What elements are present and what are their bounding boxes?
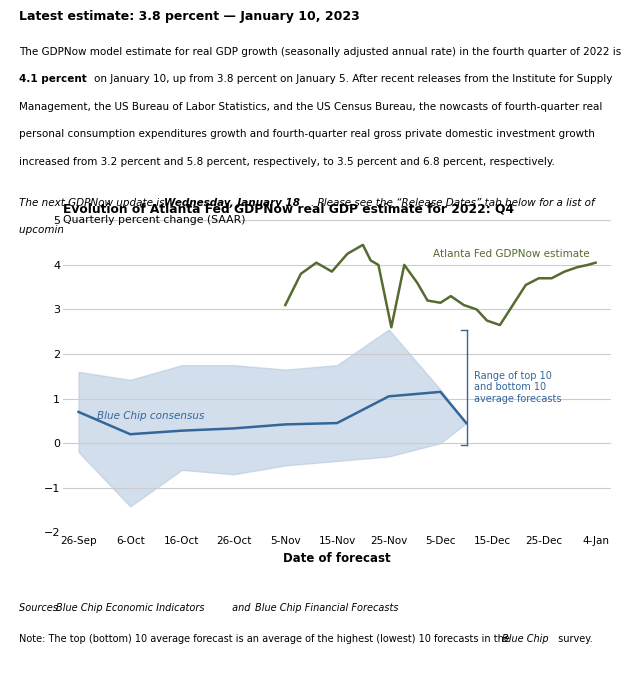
Text: Latest estimate: 3.8 percent — January 10, 2023: Latest estimate: 3.8 percent — January 1… [19,10,360,23]
Text: 4.1 percent: 4.1 percent [19,75,87,84]
Text: Blue Chip: Blue Chip [501,634,548,644]
Text: Evolution of Atlanta Fed GDPNow real GDP estimate for 2022: Q4: Evolution of Atlanta Fed GDPNow real GDP… [63,203,514,216]
Text: upcoming releases.: upcoming releases. [19,225,120,235]
Text: survey.: survey. [555,634,592,644]
Text: increased from 3.2 percent and 5.8 percent, respectively, to 3.5 percent and 6.8: increased from 3.2 percent and 5.8 perce… [19,157,555,167]
Text: Quarterly percent change (SAAR): Quarterly percent change (SAAR) [63,215,246,225]
Text: The next GDPNow update is: The next GDPNow update is [19,198,168,207]
X-axis label: Date of forecast: Date of forecast [284,552,391,565]
Text: Management, the US Bureau of Labor Statistics, and the US Census Bureau, the now: Management, the US Bureau of Labor Stati… [19,102,602,112]
Text: Blue Chip consensus: Blue Chip consensus [96,412,204,422]
Text: on January 10, up from 3.8 percent on January 5. After recent releases from the : on January 10, up from 3.8 percent on Ja… [94,75,612,84]
Text: Wednesday, January 18: Wednesday, January 18 [164,198,300,207]
Text: . Please see the “Release Dates” tab below for a list of: . Please see the “Release Dates” tab bel… [311,198,595,207]
Text: Blue Chip Financial Forecasts: Blue Chip Financial Forecasts [255,603,398,614]
Text: personal consumption expenditures growth and fourth-quarter real gross private d: personal consumption expenditures growth… [19,129,595,139]
Text: The GDPNow model estimate for real GDP growth (seasonally adjusted annual rate) : The GDPNow model estimate for real GDP g… [19,47,621,57]
Text: Note: The top (bottom) 10 average forecast is an average of the highest (lowest): Note: The top (bottom) 10 average foreca… [19,634,513,644]
Text: Blue Chip Economic Indicators: Blue Chip Economic Indicators [56,603,205,614]
Text: and: and [229,603,254,614]
Text: Atlanta Fed GDPNow estimate: Atlanta Fed GDPNow estimate [433,249,589,259]
Text: Sources:: Sources: [19,603,64,614]
Text: Range of top 10
and bottom 10
average forecasts: Range of top 10 and bottom 10 average fo… [474,371,561,404]
